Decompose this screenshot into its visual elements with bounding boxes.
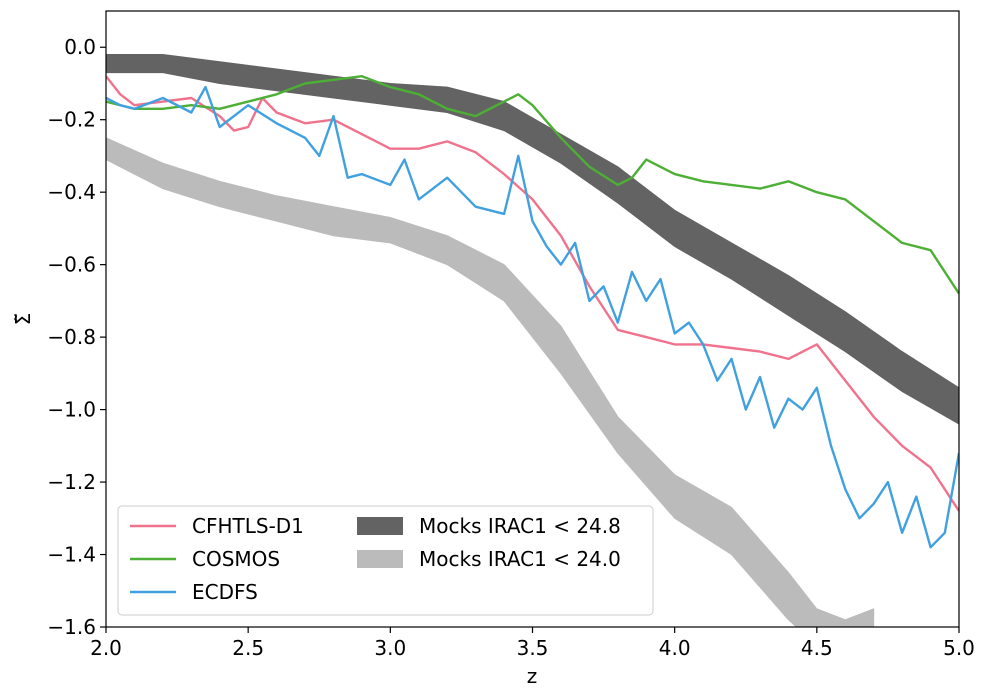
x-tick-label: 5.0 bbox=[943, 636, 975, 660]
y-tick-label: −1.0 bbox=[47, 398, 96, 422]
y-axis-label: Σ̃ bbox=[11, 313, 35, 326]
series-line-cfhtls-d1 bbox=[106, 75, 959, 512]
y-tick-label: −0.6 bbox=[47, 253, 96, 277]
band-mocks-irac1-24-0 bbox=[106, 137, 875, 627]
x-tick-label: 2.5 bbox=[232, 636, 264, 660]
x-tick-label: 3.0 bbox=[374, 636, 406, 660]
legend-label-mocks-irac1-24-0: Mocks IRAC1 < 24.0 bbox=[419, 547, 621, 571]
legend-label-mocks-irac1-24-8: Mocks IRAC1 < 24.8 bbox=[419, 514, 621, 538]
y-tick-label: 0.0 bbox=[64, 35, 96, 59]
y-tick-label: −0.8 bbox=[47, 325, 96, 349]
y-tick-label: −0.2 bbox=[47, 108, 96, 132]
legend-swatch-mocks-irac1-24-0 bbox=[357, 550, 403, 568]
legend: CFHTLS-D1 COSMOS ECDFS Mocks IRAC1 < 24.8 Mo… bbox=[117, 505, 654, 616]
legend-label-cosmos: COSMOS bbox=[192, 547, 280, 571]
y-tick-label: −1.2 bbox=[47, 470, 96, 494]
legend-label-ecdfs: ECDFS bbox=[192, 580, 258, 604]
y-tick-label: −1.4 bbox=[47, 543, 96, 567]
y-axis: 0.0 −0.2 −0.4 −0.6 −0.8 −1.0 −1.2 −1.4 −1.6 bbox=[47, 35, 106, 639]
x-tick-label: 2.0 bbox=[90, 636, 122, 660]
x-tick-label: 4.0 bbox=[659, 636, 691, 660]
x-axis-label: z bbox=[527, 664, 538, 688]
bands-layer bbox=[106, 54, 959, 627]
y-tick-label: −0.4 bbox=[47, 180, 96, 204]
x-tick-label: 3.5 bbox=[517, 636, 549, 660]
legend-label-cfhtls-d1: CFHTLS-D1 bbox=[192, 514, 304, 538]
legend-swatch-mocks-irac1-24-8 bbox=[357, 517, 403, 535]
x-tick-label: 4.5 bbox=[801, 636, 833, 660]
series-line-ecdfs bbox=[106, 85, 959, 549]
y-tick-label: −1.6 bbox=[47, 615, 96, 639]
band-mocks-irac1-24-8 bbox=[106, 54, 959, 425]
lines-layer bbox=[106, 74, 959, 549]
x-axis: 2.0 2.5 3.0 3.5 4.0 4.5 5.0 bbox=[90, 627, 975, 660]
series-line-cosmos bbox=[106, 74, 959, 295]
